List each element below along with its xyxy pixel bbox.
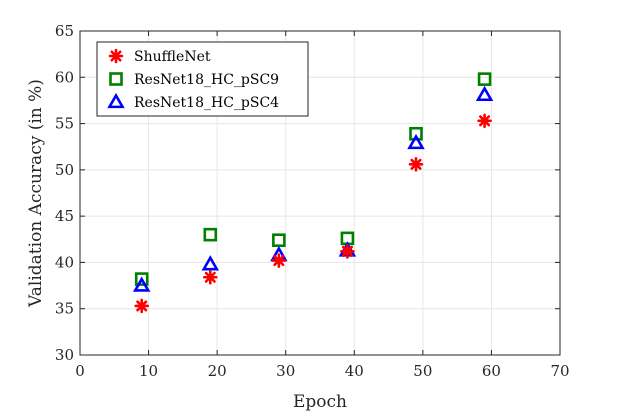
data-markers <box>132 72 494 314</box>
legend-marker-symbol <box>109 72 123 86</box>
y-tick-label: 50 <box>55 161 74 179</box>
data-point-square <box>477 72 492 86</box>
legend-box <box>96 41 309 117</box>
data-point-asterisk <box>271 253 287 268</box>
data-point-asterisk <box>477 113 492 129</box>
legend-entry-resnet18-hc-psc4: ResNet18_HC_pSC4 <box>107 92 279 111</box>
x-tick-label: 70 <box>550 362 569 380</box>
data-point-square <box>134 272 149 286</box>
legend-marker-asterisk <box>108 48 124 64</box>
data-point-square <box>409 126 423 141</box>
legend-label-resnet18-hc-psc9: ResNet18_HC_pSC9 <box>134 72 279 88</box>
x-tick-label: 10 <box>139 362 158 380</box>
plot-area <box>79 30 561 356</box>
y-tick-label: 30 <box>55 346 74 364</box>
y-tick-label: 35 <box>55 300 74 318</box>
legend-marker-square <box>109 72 123 86</box>
y-tick-label: 55 <box>55 115 74 133</box>
legend-marker-triangle <box>107 92 125 109</box>
legend-marker-symbol <box>108 48 124 64</box>
data-point-square <box>272 233 286 248</box>
y-tick-label: 60 <box>55 68 74 86</box>
legend-marker-symbol <box>107 92 125 109</box>
data-point-triangle <box>475 85 494 102</box>
x-tick-label: 0 <box>75 362 85 380</box>
x-tick-label: 40 <box>345 362 364 380</box>
data-point-triangle <box>201 255 220 271</box>
x-tick-label: 50 <box>413 362 432 380</box>
data-point-square <box>203 227 218 242</box>
x-tick-label: 60 <box>482 362 501 380</box>
data-point-triangle <box>407 133 425 150</box>
data-point-asterisk <box>134 298 150 314</box>
legend-label-shufflenet: ShuffleNet <box>134 49 211 65</box>
legend: ShuffleNet ResNet18_HC_pSC9 ResNet18_HC_… <box>96 41 309 117</box>
legend-entry-resnet18-hc-psc9: ResNet18_HC_pSC9 <box>109 72 279 88</box>
y-axis-label: Validation Accuracy (in %) <box>26 79 46 308</box>
x-tick-label: 30 <box>276 362 295 380</box>
data-point-triangle <box>132 276 151 292</box>
legend-label-resnet18-hc-psc4: ResNet18_HC_pSC4 <box>134 95 279 111</box>
y-tick-label: 65 <box>55 22 74 40</box>
legend-entry-shufflenet: ShuffleNet <box>108 48 211 65</box>
y-tick-label: 40 <box>55 253 74 271</box>
data-point-asterisk <box>202 269 218 285</box>
y-tick-label: 45 <box>55 207 74 225</box>
x-axis-label: Epoch <box>293 392 347 412</box>
x-tick-label: 20 <box>208 362 227 380</box>
data-point-asterisk <box>340 244 355 259</box>
axis-ticks: 0 10 20 30 40 50 60 70 30 35 40 45 50 55 60 65 <box>55 22 570 380</box>
data-point-asterisk <box>408 157 424 172</box>
